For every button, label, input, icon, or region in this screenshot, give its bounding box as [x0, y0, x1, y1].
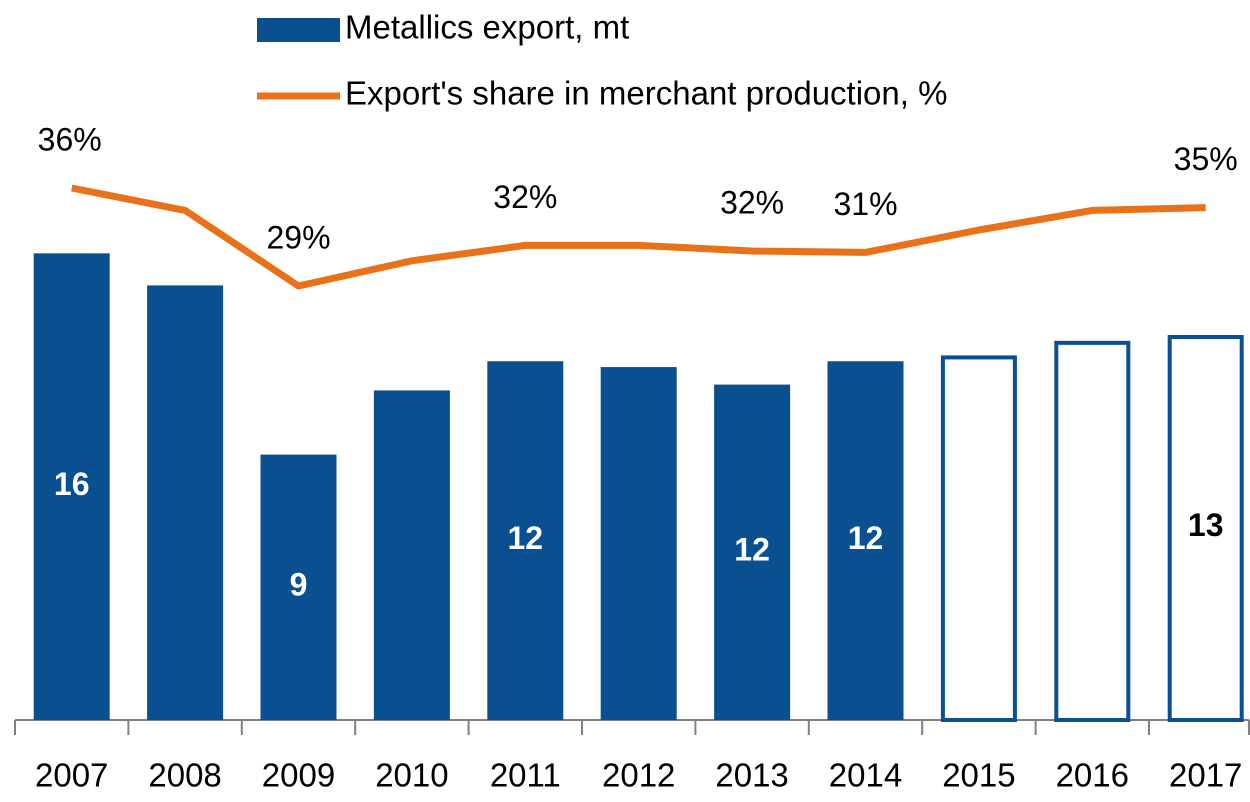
x-tick-label: 2014 [829, 757, 902, 794]
bar [373, 390, 450, 720]
x-tick-label: 2015 [942, 757, 1015, 794]
bar [147, 285, 224, 720]
bar [1167, 335, 1244, 722]
legend-swatch [257, 18, 340, 42]
x-tick-label: 2017 [1169, 757, 1242, 794]
legend-label: Export's share in merchant production, % [345, 75, 947, 112]
x-tick-label: 2010 [375, 757, 448, 794]
line-value-label: 36% [38, 121, 102, 157]
bar [487, 361, 564, 720]
bar [260, 454, 337, 720]
line-value-label: 32% [493, 179, 557, 215]
bar-value-label: 16 [54, 466, 90, 502]
bar-value-label: 12 [508, 520, 544, 556]
line-value-label: 35% [1174, 141, 1238, 177]
bar [33, 253, 110, 721]
x-tick-label: 2013 [715, 757, 788, 794]
x-tick-label: 2016 [1056, 757, 1129, 794]
bar-value-label: 12 [848, 520, 884, 556]
bar [940, 355, 1017, 722]
bar [600, 367, 677, 720]
bar-value-label: 13 [1188, 507, 1224, 543]
line-value-label: 31% [833, 186, 897, 222]
x-tick-label: 2011 [490, 757, 561, 794]
bar [714, 384, 791, 720]
bar [1054, 340, 1131, 722]
bar-value-label: 9 [290, 567, 308, 603]
line-value-label: 32% [720, 184, 784, 220]
bar [827, 361, 904, 720]
x-tick-label: 2008 [148, 757, 221, 794]
bar-value-label: 12 [734, 532, 770, 568]
line [71, 184, 1206, 290]
x-tick-label: 2012 [602, 757, 675, 794]
legend-label: Metallics export, mt [345, 9, 629, 46]
x-tick-label: 2007 [35, 757, 108, 794]
line-value-label: 29% [266, 219, 330, 255]
x-tick-label: 2009 [262, 757, 335, 794]
